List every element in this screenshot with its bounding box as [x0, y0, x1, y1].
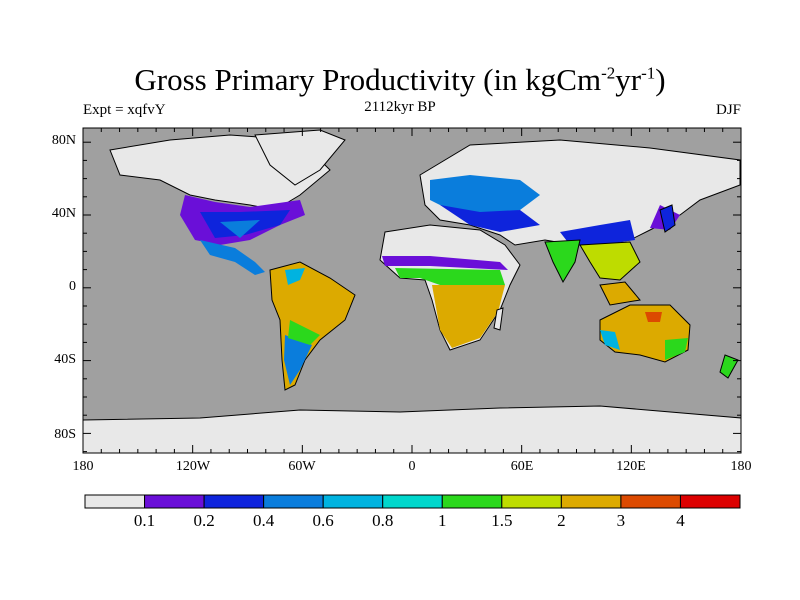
lon-tick-label: 60E [510, 459, 534, 474]
colorbar-label: 0.8 [372, 511, 394, 530]
lon-tick-label: 0 [408, 459, 416, 474]
colorbar-swatch [679, 494, 741, 509]
colorbar-label: 0.2 [193, 511, 215, 530]
lon-tick-label: 180 [72, 459, 94, 474]
time-label: 2112kyr BP [364, 99, 436, 115]
lat-tick-label: 40S [54, 352, 76, 367]
japan [659, 204, 676, 233]
colorbar-label: 1.5 [491, 511, 513, 530]
colorbar-label: 1 [438, 511, 447, 530]
season-label: DJF [715, 102, 741, 118]
colorbar-swatch [501, 494, 562, 509]
colorbar-swatch [620, 494, 681, 509]
colorbar-swatch [382, 494, 443, 509]
colorbar-label: 0.1 [133, 511, 156, 530]
lon-tick-label: 60W [288, 459, 316, 474]
lon-tick-label: 120W [175, 459, 211, 474]
greenland [254, 129, 346, 186]
colorbar-label: 0.4 [253, 511, 275, 530]
experiment-label: Expt = xqfvY [83, 102, 166, 118]
land [82, 129, 742, 454]
colorbar-swatch [263, 494, 324, 509]
central-america [200, 240, 265, 275]
lon-tick-label: 180 [730, 459, 752, 474]
colorbar-label: 3 [616, 511, 626, 530]
colorbar-swatch [203, 494, 265, 509]
colorbar-swatch [84, 494, 146, 509]
lat-tick-label: 40N [51, 206, 76, 221]
indonesia [599, 281, 641, 306]
lat-tick-label: 80N [51, 133, 76, 148]
colorbar-swatch [560, 494, 622, 509]
lon-tick-label: 120E [616, 459, 646, 474]
india [544, 239, 581, 284]
colorbar-label: 2 [557, 511, 566, 530]
colorbar [84, 494, 741, 509]
colorbar-swatch [322, 494, 384, 509]
colorbar-label: 0.6 [312, 511, 334, 530]
colorbar-swatch [144, 494, 205, 509]
madagascar [493, 307, 504, 331]
southeast-asia [579, 241, 641, 281]
lat-tick-label: 80S [54, 427, 76, 442]
lat-tick-label: 0 [69, 279, 76, 294]
chart-title: Gross Primary Productivity (in kgCm-2yr-… [134, 62, 666, 97]
colorbar-label: 4 [676, 511, 685, 530]
colorbar-swatch [441, 494, 503, 509]
